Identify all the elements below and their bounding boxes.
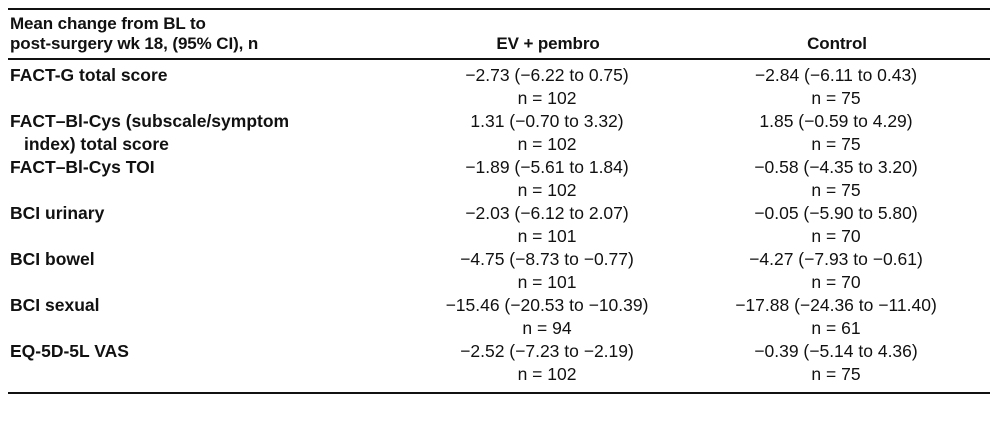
ev-n: n = 102 <box>517 87 577 108</box>
control-n: n = 75 <box>811 179 861 200</box>
header-rule <box>8 58 990 60</box>
table-row: FACT-G total score −2.73 (−6.22 to 0.75)… <box>8 60 990 110</box>
row-label-line2: index) total score <box>24 133 169 154</box>
top-rule <box>8 8 990 10</box>
row-label-line1: BCI sexual <box>10 294 100 315</box>
header-measure-line1: Mean change from BL to <box>10 14 206 33</box>
results-table-body: FACT-G total score −2.73 (−6.22 to 0.75)… <box>8 60 990 392</box>
control-value: −0.39 (−5.14 to 4.36) n = 75 <box>682 340 990 392</box>
control-n: n = 75 <box>811 87 861 108</box>
header-measure-line2: post-surgery wk 18, (95% CI), n <box>10 34 259 53</box>
row-label-line1: BCI bowel <box>10 248 95 269</box>
ev-n: n = 94 <box>522 317 572 338</box>
header-row: Mean change from BL to post-surgery wk 1… <box>8 10 990 58</box>
ev-ci: −4.75 (−8.73 to −0.77) <box>460 248 634 269</box>
row-label-line1: FACT–Bl-Cys TOI <box>10 156 155 177</box>
table-row: BCI bowel −4.75 (−8.73 to −0.77) n = 101… <box>8 248 990 294</box>
control-ci: −0.58 (−4.35 to 3.20) <box>754 156 918 177</box>
bottom-rule <box>8 391 990 394</box>
row-label: BCI urinary <box>8 202 412 248</box>
row-label: FACT–Bl-Cys TOI <box>8 156 412 202</box>
control-ci: −2.84 (−6.11 to 0.43) <box>754 64 918 85</box>
control-ci: −0.39 (−5.14 to 4.36) <box>754 340 918 361</box>
ev-value: −1.89 (−5.61 to 1.84) n = 102 <box>412 156 682 202</box>
control-value: −4.27 (−7.93 to −0.61) n = 70 <box>682 248 990 294</box>
row-label: FACT-G total score <box>8 60 412 110</box>
ev-n: n = 102 <box>517 363 577 384</box>
results-table: Mean change from BL to post-surgery wk 1… <box>8 10 990 58</box>
ev-n: n = 102 <box>517 133 577 154</box>
row-label: BCI sexual <box>8 294 412 340</box>
table-row: FACT–Bl-Cys TOI −1.89 (−5.61 to 1.84) n … <box>8 156 990 202</box>
table-header: Mean change from BL to post-surgery wk 1… <box>8 10 990 58</box>
ev-n: n = 101 <box>517 225 577 246</box>
table-row: FACT–Bl-Cys (subscale/symptom index) tot… <box>8 110 990 156</box>
ev-value: −15.46 (−20.53 to −10.39) n = 94 <box>412 294 682 340</box>
control-ci: −0.05 (−5.90 to 5.80) <box>754 202 918 223</box>
table-row: BCI urinary −2.03 (−6.12 to 2.07) n = 10… <box>8 202 990 248</box>
row-label-line1: EQ-5D-5L VAS <box>10 340 129 361</box>
control-ci: −4.27 (−7.93 to −0.61) <box>749 248 923 269</box>
control-value: −0.05 (−5.90 to 5.80) n = 70 <box>682 202 990 248</box>
control-ci: −17.88 (−24.36 to −11.40) <box>735 294 937 315</box>
ev-value: −2.73 (−6.22 to 0.75) n = 102 <box>412 60 682 110</box>
control-value: −0.58 (−4.35 to 3.20) n = 75 <box>682 156 990 202</box>
header-ev-pembro: EV + pembro <box>496 34 600 53</box>
ev-ci: −2.73 (−6.22 to 0.75) <box>465 64 629 85</box>
ev-value: −2.03 (−6.12 to 2.07) n = 101 <box>412 202 682 248</box>
control-n: n = 75 <box>811 363 861 384</box>
row-label-line1: BCI urinary <box>10 202 105 223</box>
ev-value: −4.75 (−8.73 to −0.77) n = 101 <box>412 248 682 294</box>
ev-ci: −2.03 (−6.12 to 2.07) <box>465 202 629 223</box>
row-label: EQ-5D-5L VAS <box>8 340 412 392</box>
results-table-container: Mean change from BL to post-surgery wk 1… <box>8 8 990 394</box>
control-n: n = 61 <box>811 317 861 338</box>
ev-ci: 1.31 (−0.70 to 3.32) <box>470 110 624 131</box>
ev-n: n = 101 <box>517 271 577 292</box>
control-value: −17.88 (−24.36 to −11.40) n = 61 <box>682 294 990 340</box>
table-row: EQ-5D-5L VAS −2.52 (−7.23 to −2.19) n = … <box>8 340 990 392</box>
ev-ci: −1.89 (−5.61 to 1.84) <box>465 156 629 177</box>
header-control: Control <box>807 34 867 53</box>
control-ci: 1.85 (−0.59 to 4.29) <box>759 110 913 131</box>
header-measure: Mean change from BL to post-surgery wk 1… <box>8 10 412 58</box>
control-value: −2.84 (−6.11 to 0.43) n = 75 <box>682 60 990 110</box>
control-n: n = 75 <box>811 133 861 154</box>
row-label-line1: FACT-G total score <box>10 64 168 85</box>
ev-ci: −15.46 (−20.53 to −10.39) <box>445 294 649 315</box>
control-value: 1.85 (−0.59 to 4.29) n = 75 <box>682 110 990 156</box>
table-row: BCI sexual −15.46 (−20.53 to −10.39) n =… <box>8 294 990 340</box>
ev-n: n = 102 <box>517 179 577 200</box>
control-n: n = 70 <box>811 271 861 292</box>
control-n: n = 70 <box>811 225 861 246</box>
ev-value: −2.52 (−7.23 to −2.19) n = 102 <box>412 340 682 392</box>
row-label-line1: FACT–Bl-Cys (subscale/symptom <box>10 110 290 131</box>
ev-value: 1.31 (−0.70 to 3.32) n = 102 <box>412 110 682 156</box>
row-label: BCI bowel <box>8 248 412 294</box>
ev-ci: −2.52 (−7.23 to −2.19) <box>460 340 634 361</box>
row-label: FACT–Bl-Cys (subscale/symptom index) tot… <box>8 110 412 156</box>
